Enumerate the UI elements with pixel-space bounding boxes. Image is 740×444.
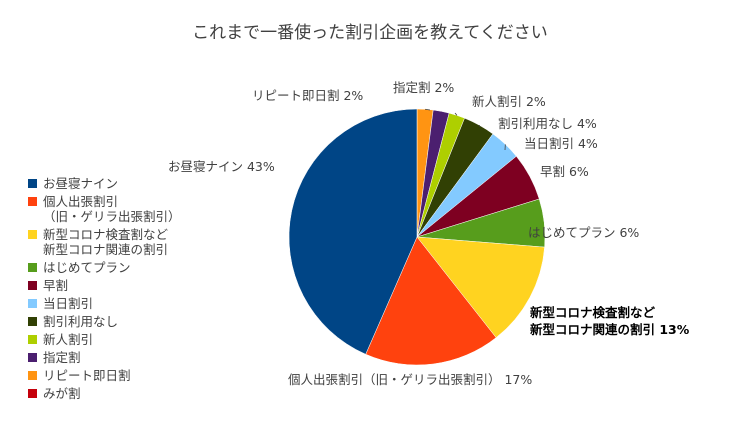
data-label: 早割 6% xyxy=(540,164,589,179)
legend-swatch xyxy=(28,197,37,206)
legend-swatch xyxy=(28,371,37,380)
legend-item: 新人割引 xyxy=(28,332,181,347)
legend-item: 個人出張割引 （旧・ゲリラ出張割引） xyxy=(28,194,181,224)
legend-label: みが割 xyxy=(43,386,81,401)
legend-item: リピート即日割 xyxy=(28,368,181,383)
legend-label: 新人割引 xyxy=(43,332,94,347)
legend-swatch xyxy=(28,389,37,398)
legend-label: はじめてプラン xyxy=(43,260,131,275)
legend-item: みが割 xyxy=(28,386,181,401)
legend-label: 割引利用なし xyxy=(43,314,119,329)
data-label: 当日割引 4% xyxy=(524,136,598,151)
legend-swatch xyxy=(28,353,37,362)
pie-slice xyxy=(416,236,545,338)
legend-swatch xyxy=(28,230,37,239)
legend-item: はじめてプラン xyxy=(28,260,181,275)
legend-label: 指定割 xyxy=(43,350,81,365)
legend-item: 指定割 xyxy=(28,350,181,365)
legend-swatch xyxy=(28,281,37,290)
legend-item: 早割 xyxy=(28,278,181,293)
legend-swatch xyxy=(28,335,37,344)
data-label: 割引利用なし 4% xyxy=(498,116,597,131)
legend-label: 新型コロナ検査割など 新型コロナ関連の割引 xyxy=(43,227,169,257)
legend: お昼寝ナイン個人出張割引 （旧・ゲリラ出張割引） 新型コロナ検査割など 新型コロナ関連… xyxy=(28,176,181,404)
legend-swatch xyxy=(28,317,37,326)
data-label: はじめてプラン 6% xyxy=(528,225,639,240)
data-label: 個人出張割引（旧・ゲリラ出張割引） 17% xyxy=(288,372,532,387)
data-label: 新型コロナ検査割など新型コロナ関連の割引 13% xyxy=(530,305,690,337)
legend-swatch xyxy=(28,263,37,272)
data-label: 指定割 2% xyxy=(393,80,454,95)
leader-line xyxy=(478,124,481,128)
legend-label: お昼寝ナイン xyxy=(43,176,119,191)
legend-label: 個人出張割引 （旧・ゲリラ出張割引） xyxy=(43,194,181,224)
legend-item: 当日割引 xyxy=(28,296,181,311)
chart-title: これまで一番使った割引企画を教えてください xyxy=(192,23,548,43)
leader-line xyxy=(425,108,431,111)
legend-label: 当日割引 xyxy=(43,296,94,311)
legend-item: 新型コロナ検査割など 新型コロナ関連の割引 xyxy=(28,227,181,257)
pie-slice xyxy=(365,236,497,366)
data-label: お昼寝ナイン 43% xyxy=(168,159,275,174)
legend-label: リピート即日割 xyxy=(43,368,131,383)
data-label: 新人割引 2% xyxy=(472,94,546,109)
legend-item: 割引利用なし xyxy=(28,314,181,329)
legend-label: 早割 xyxy=(43,278,69,293)
pie-slice xyxy=(288,108,418,355)
leader-line xyxy=(454,112,458,116)
data-label: リピート即日割 2% xyxy=(252,88,363,103)
legend-swatch xyxy=(28,179,37,188)
legend-swatch xyxy=(28,299,37,308)
legend-item: お昼寝ナイン xyxy=(28,176,181,191)
